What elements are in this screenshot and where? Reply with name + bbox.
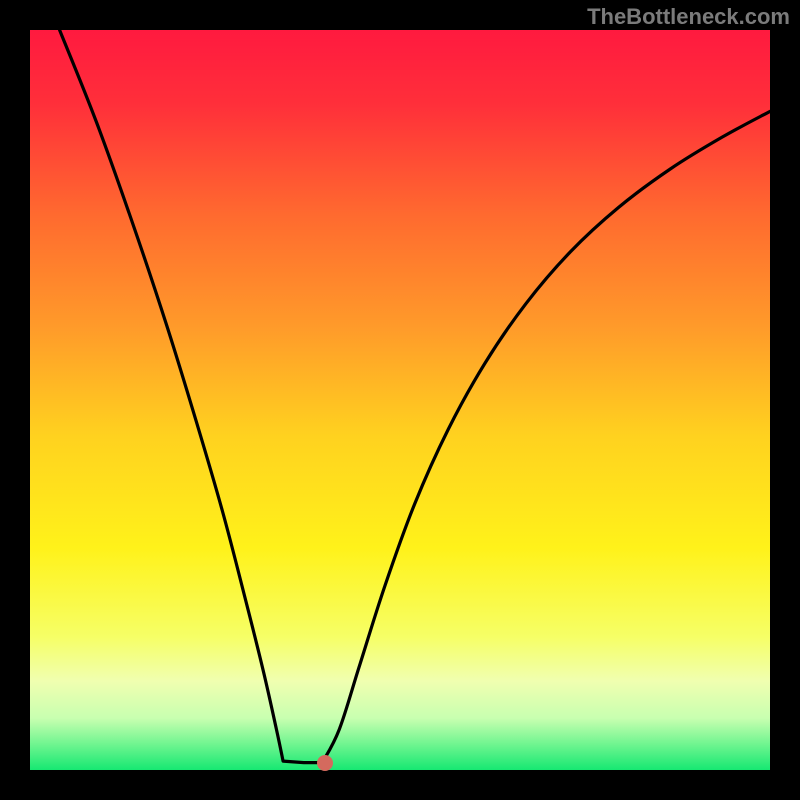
curve-path — [60, 30, 770, 763]
plot-area — [30, 30, 770, 770]
operating-point-marker — [317, 755, 333, 771]
bottleneck-curve — [30, 30, 770, 770]
watermark-text: TheBottleneck.com — [587, 4, 790, 30]
